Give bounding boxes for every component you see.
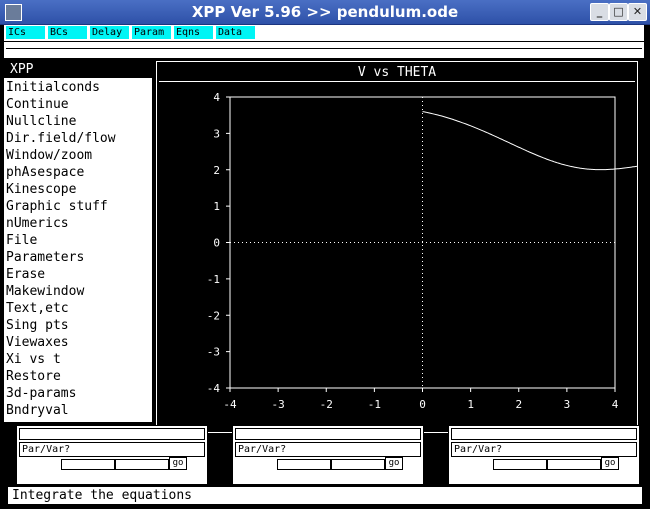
menu-item-initialconds[interactable]: Initialconds <box>6 80 100 95</box>
main-menu: XPP Initialconds Continue Nullcline Dir.fie… <box>4 61 152 422</box>
y-tick-label: -3 <box>207 346 220 359</box>
y-tick-label: 2 <box>213 164 220 177</box>
status-bar: Integrate the equations <box>8 487 642 504</box>
bcs-button[interactable]: BCs <box>48 26 87 39</box>
menu-item-3d-params[interactable]: 3d-params <box>6 386 77 401</box>
x-tick-label: -1 <box>368 398 381 411</box>
go-button[interactable]: go <box>601 457 619 470</box>
y-tick-label: 0 <box>213 237 220 250</box>
menu-item-erase[interactable]: Erase <box>6 267 46 282</box>
slider-track[interactable] <box>493 459 601 470</box>
menu-item-makewindow[interactable]: Makewindow <box>6 284 85 299</box>
menu-item-bndryval[interactable]: Bndryval <box>6 403 69 418</box>
x-tick-label: 2 <box>515 398 522 411</box>
trajectory-line-0 <box>422 111 637 171</box>
menu-items: Initialconds Continue Nullcline Dir.field/f… <box>6 79 116 419</box>
par-var-field[interactable]: Par/Var? <box>19 442 205 457</box>
slider-panel-3: Par/Var? go <box>448 425 640 485</box>
y-tick-label: 4 <box>213 91 220 104</box>
par-var-field[interactable]: Par/Var? <box>451 442 637 457</box>
y-tick-label: -4 <box>207 382 221 395</box>
menu-item-dir-field-flow[interactable]: Dir.field/flow <box>6 131 116 146</box>
menu-item-viewaxes[interactable]: Viewaxes <box>6 335 69 350</box>
menu-item-xi-vs-t[interactable]: Xi vs t <box>6 352 61 367</box>
slider-panel-2: Par/Var? go <box>232 425 424 485</box>
menu-item-sing-pts[interactable]: Sing pts <box>6 318 69 333</box>
slider-thumb[interactable] <box>330 460 332 469</box>
command-line[interactable] <box>4 42 644 58</box>
x-tick-label: 0 <box>419 398 426 411</box>
minimize-icon[interactable]: _ <box>590 3 609 21</box>
menu-item-window-zoom[interactable]: Window/zoom <box>6 148 93 163</box>
x-tick-label: -4 <box>223 398 237 411</box>
menu-item-text-etc[interactable]: Text,etc <box>6 301 69 316</box>
y-tick-label: 3 <box>213 127 220 140</box>
slider-thumb[interactable] <box>114 460 116 469</box>
menu-header: XPP <box>4 61 152 78</box>
go-button[interactable]: go <box>169 457 187 470</box>
menu-item-continue[interactable]: Continue <box>6 97 69 112</box>
x-tick-label: 1 <box>467 398 474 411</box>
menu-item-parameters[interactable]: Parameters <box>6 250 85 265</box>
x-tick-label: 4 <box>612 398 619 411</box>
x-tick-label: -2 <box>320 398 333 411</box>
menu-item-nullcline[interactable]: Nullcline <box>6 114 77 129</box>
x-tick-label: 3 <box>564 398 571 411</box>
y-tick-label: -1 <box>207 273 220 286</box>
slider-panel-1: Par/Var? go <box>16 425 208 485</box>
menu-item-phasespace[interactable]: phAsespace <box>6 165 85 180</box>
menu-item-graphic-stuff[interactable]: Graphic stuff <box>6 199 108 214</box>
par-var-field[interactable]: Par/Var? <box>235 442 421 457</box>
menu-item-file[interactable]: File <box>6 233 38 248</box>
menu-item-numerics[interactable]: nUmerics <box>6 216 69 231</box>
graph-window[interactable]: V vs THETA -4 -3 -2 -1 0 1 2 3 4 4 3 2 1 0 -1 -2 -3 -4 <box>156 61 638 433</box>
delay-button[interactable]: Delay <box>90 26 129 39</box>
graph-title: V vs THETA <box>357 65 437 80</box>
x-tick-label: -3 <box>272 398 285 411</box>
app-icon[interactable] <box>5 4 22 21</box>
maximize-icon[interactable]: □ <box>609 3 628 21</box>
slider-track[interactable] <box>277 459 385 470</box>
phase-plot[interactable]: -4 -3 -2 -1 0 1 2 3 4 4 3 2 1 0 -1 -2 -3 -4 <box>157 82 637 432</box>
param-button[interactable]: Param <box>132 26 171 39</box>
menu-item-restore[interactable]: Restore <box>6 369 61 384</box>
eqns-button[interactable]: Eqns <box>174 26 213 39</box>
data-button[interactable]: Data <box>216 26 255 39</box>
go-button[interactable]: go <box>385 457 403 470</box>
slider-track[interactable] <box>61 459 169 470</box>
top-toolbar: ICs BCs Delay Param Eqns Data <box>4 25 644 41</box>
close-icon[interactable]: ✕ <box>628 3 647 21</box>
slider-thumb[interactable] <box>546 460 548 469</box>
ics-button[interactable]: ICs <box>6 26 45 39</box>
y-tick-label: -2 <box>207 309 220 322</box>
menu-item-kinescope[interactable]: Kinescope <box>6 182 77 197</box>
y-tick-label: 1 <box>213 200 220 213</box>
window-title: XPP Ver 5.96 >> pendulum.ode <box>191 3 459 21</box>
title-bar[interactable]: XPP Ver 5.96 >> pendulum.ode _ □ ✕ <box>0 0 650 25</box>
